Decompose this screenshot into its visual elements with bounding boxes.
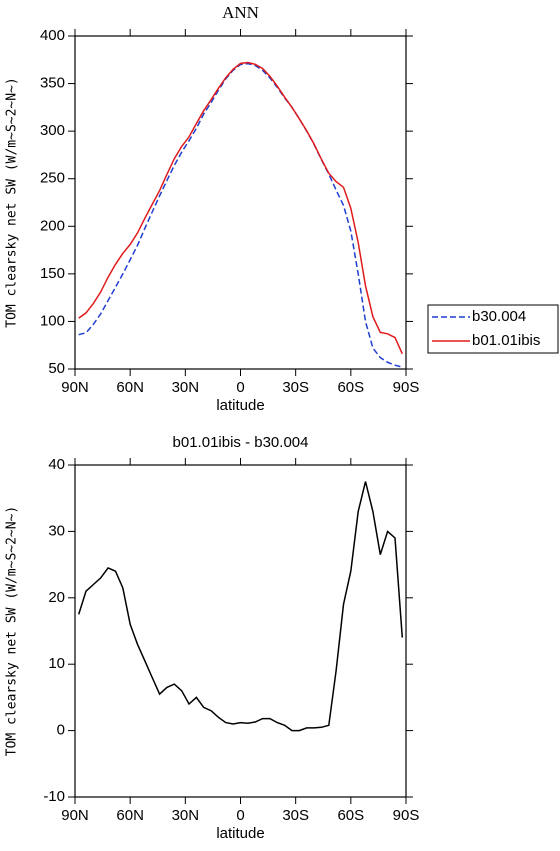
x-tick-label: 0 [236, 379, 244, 396]
x-tick-label: 60N [116, 379, 144, 396]
y-tick-label: 400 [40, 27, 65, 44]
data-line [78, 62, 403, 368]
y-axis-label: TOM clearsky net SW (W/m~S~2~N~) [5, 506, 20, 756]
data-line [77, 481, 404, 732]
x-tick-label: 30N [172, 379, 200, 396]
y-tick-label: 300 [40, 122, 65, 139]
plot-frame [74, 464, 407, 798]
y-tick-label: 100 [40, 312, 65, 329]
x-tick-label: 90S [393, 379, 420, 396]
x-tick-label: 30S [282, 379, 309, 396]
y-tick-label: 200 [40, 217, 65, 234]
x-tick-label: 60S [337, 807, 364, 824]
y-tick-label: 0 [57, 722, 65, 739]
plot-frame [74, 35, 407, 370]
legend-label: b01.01ibis [472, 332, 540, 349]
chart-title: ANN [222, 3, 259, 22]
y-axis-label: TOM clearsky net SW (W/m~S~2~N~) [5, 77, 20, 327]
x-tick-label: 90S [393, 807, 420, 824]
y-tick-label: 30 [48, 522, 65, 539]
y-tick-label: 10 [48, 655, 65, 672]
x-tick-label: 30N [172, 807, 200, 824]
legend-box [427, 304, 559, 354]
x-tick-label: 90N [61, 807, 89, 824]
y-tick-label: 350 [40, 75, 65, 92]
y-tick-label: 50 [48, 360, 65, 377]
x-tick-label: 30S [282, 807, 309, 824]
x-axis-label: latitude [216, 397, 264, 414]
y-tick-label: 20 [48, 589, 65, 606]
y-tick-label: -10 [43, 788, 65, 805]
y-tick-label: 40 [48, 456, 65, 473]
legend-label: b30.004 [472, 308, 526, 325]
data-line [78, 61, 403, 355]
x-tick-label: 0 [236, 807, 244, 824]
x-tick-label: 60N [116, 807, 144, 824]
y-tick-label: 150 [40, 265, 65, 282]
x-axis-label: latitude [216, 825, 264, 842]
x-tick-label: 60S [337, 379, 364, 396]
x-tick-label: 90N [61, 379, 89, 396]
y-tick-label: 250 [40, 170, 65, 187]
chart-title: b01.01ibis - b30.004 [173, 434, 309, 451]
